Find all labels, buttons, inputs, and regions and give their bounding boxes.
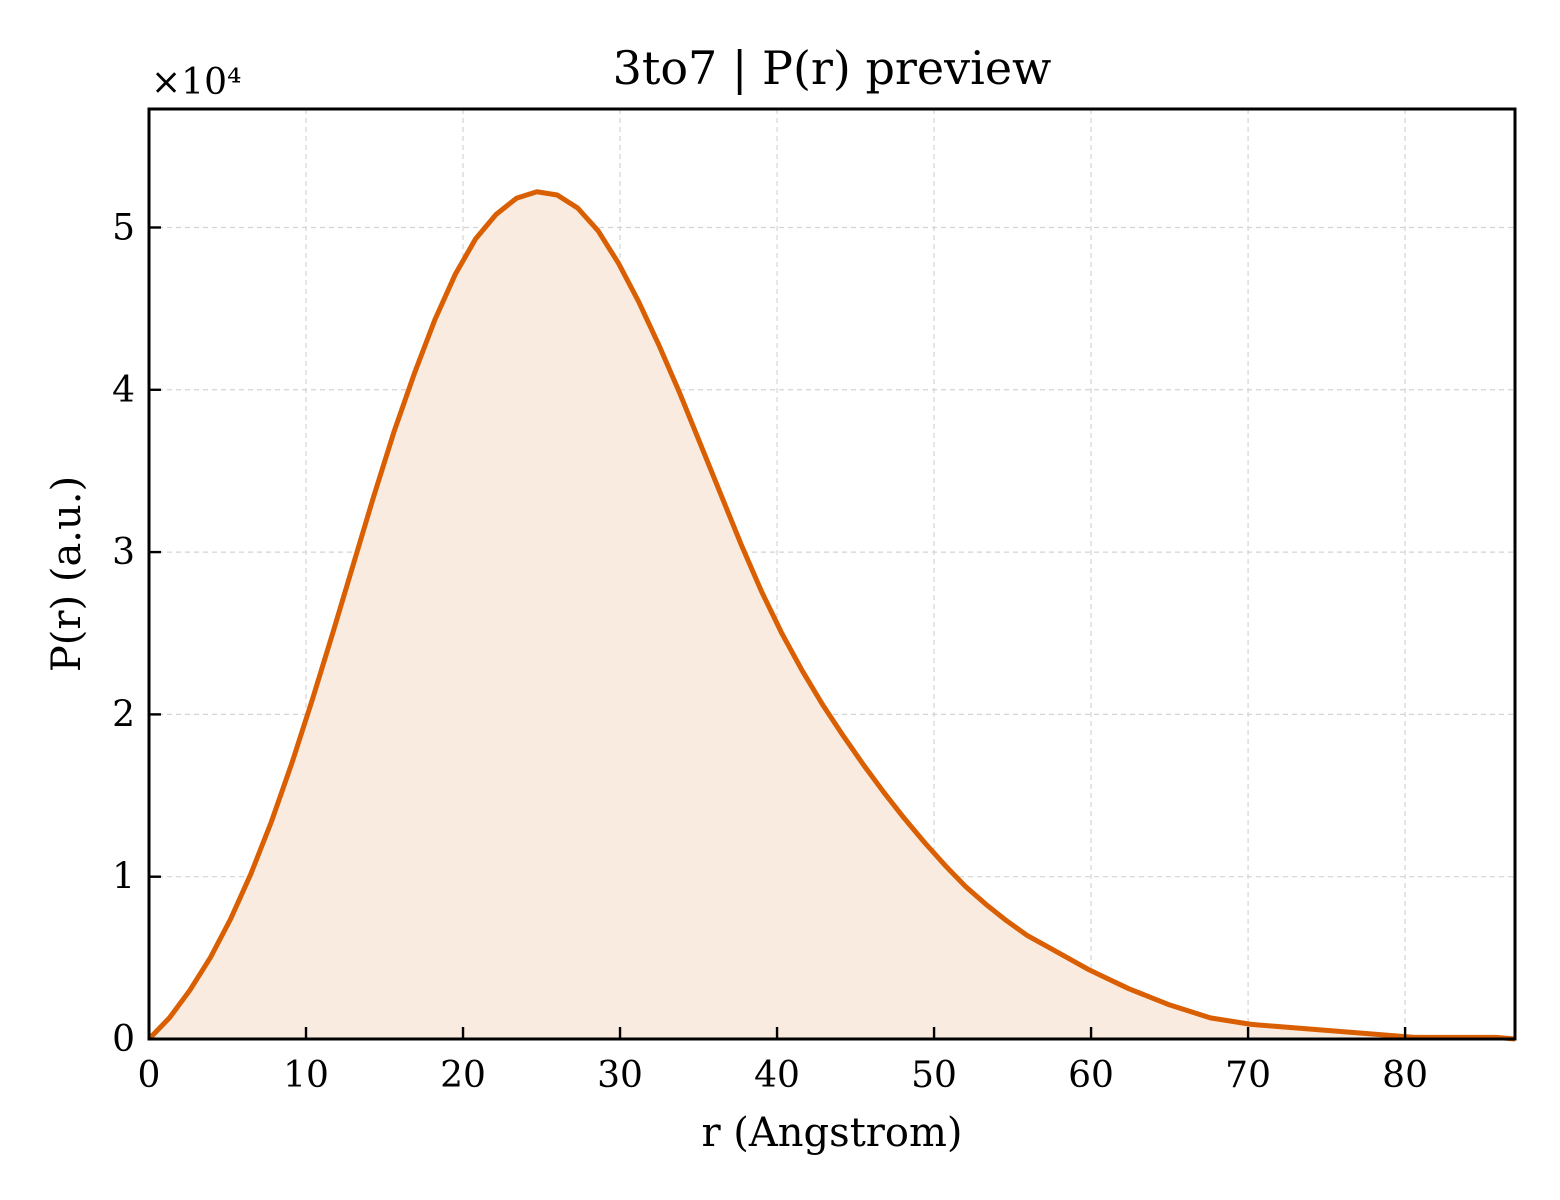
plot-frame xyxy=(147,107,1517,1041)
y-tick-label: 0 xyxy=(112,1019,135,1060)
pr-area-fill xyxy=(149,191,1515,1039)
y-tick-label: 4 xyxy=(112,370,135,411)
y-tick-label: 5 xyxy=(112,207,135,248)
y-tick-label: 2 xyxy=(112,694,135,735)
x-tick-label: 10 xyxy=(283,1055,329,1096)
y-tick-label: 3 xyxy=(112,532,135,573)
x-tick-label: 20 xyxy=(440,1055,486,1096)
x-tick-label: 70 xyxy=(1225,1055,1271,1096)
x-tick-label: 50 xyxy=(911,1055,957,1096)
pr-series-line xyxy=(147,189,1516,1042)
x-tick-label: 40 xyxy=(754,1055,800,1096)
x-tick-label: 0 xyxy=(138,1055,161,1096)
series-points xyxy=(148,191,1516,1040)
chart-title: 3to7 | P(r) preview xyxy=(613,41,1052,95)
x-axis-label: r (Angstrom) xyxy=(701,1110,962,1156)
axis-ticks: 0 10 20 30 40 50 60 70 80 0 1 2 3 4 5 xyxy=(112,207,1428,1096)
y-multiplier-label: ×10⁴ xyxy=(151,62,241,103)
x-tick-label: 30 xyxy=(597,1055,643,1096)
y-axis-label: P(r) (a.u.) xyxy=(44,476,90,672)
y-tick-label: 1 xyxy=(112,857,135,898)
x-tick-label: 80 xyxy=(1382,1055,1428,1096)
x-tick-label: 60 xyxy=(1068,1055,1114,1096)
